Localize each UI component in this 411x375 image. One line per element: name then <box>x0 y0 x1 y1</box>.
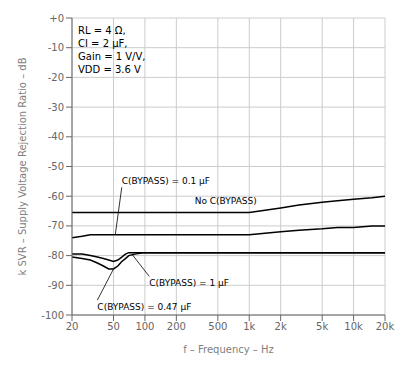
svg-text:C(BYPASS) = 0.1 μF: C(BYPASS) = 0.1 μF <box>122 176 210 186</box>
svg-text:RL = 4 Ω,CI = 2 μF,Gain = 1 V/: RL = 4 Ω,CI = 2 μF,Gain = 1 V/V,VDD = 3.… <box>78 25 146 75</box>
svg-text:-50: -50 <box>48 161 64 172</box>
svg-text:C(BYPASS) = 0.47 μF: C(BYPASS) = 0.47 μF <box>97 302 191 312</box>
svg-text:-30: -30 <box>48 102 64 113</box>
svg-text:k SVR – Supply Voltage Rejecti: k SVR – Supply Voltage Rejection Ratio –… <box>17 57 28 275</box>
svg-text:-90: -90 <box>48 280 64 291</box>
svg-text:5k: 5k <box>316 321 328 332</box>
svg-text:2k: 2k <box>275 321 287 332</box>
svg-text:+0: +0 <box>49 13 64 24</box>
svg-text:50: 50 <box>107 321 120 332</box>
svg-text:1k: 1k <box>243 321 255 332</box>
svg-text:200: 200 <box>167 321 186 332</box>
svg-text:No C(BYPASS): No C(BYPASS) <box>195 196 257 206</box>
svg-text:f – Frequency – Hz: f – Frequency – Hz <box>183 344 274 355</box>
svg-text:500: 500 <box>208 321 227 332</box>
svg-text:100: 100 <box>135 321 154 332</box>
svg-text:-100: -100 <box>41 310 64 321</box>
svg-text:20: 20 <box>66 321 79 332</box>
svg-text:-80: -80 <box>48 250 64 261</box>
svg-text:C(BYPASS) = 1 μF: C(BYPASS) = 1 μF <box>149 278 229 288</box>
svg-text:-20: -20 <box>48 72 64 83</box>
svg-text:10k: 10k <box>344 321 363 332</box>
svg-text:-40: -40 <box>48 131 64 142</box>
svg-text:-10: -10 <box>48 42 64 53</box>
svg-text:20k: 20k <box>376 321 395 332</box>
svg-text:-60: -60 <box>48 191 64 202</box>
svg-text:-70: -70 <box>48 220 64 231</box>
